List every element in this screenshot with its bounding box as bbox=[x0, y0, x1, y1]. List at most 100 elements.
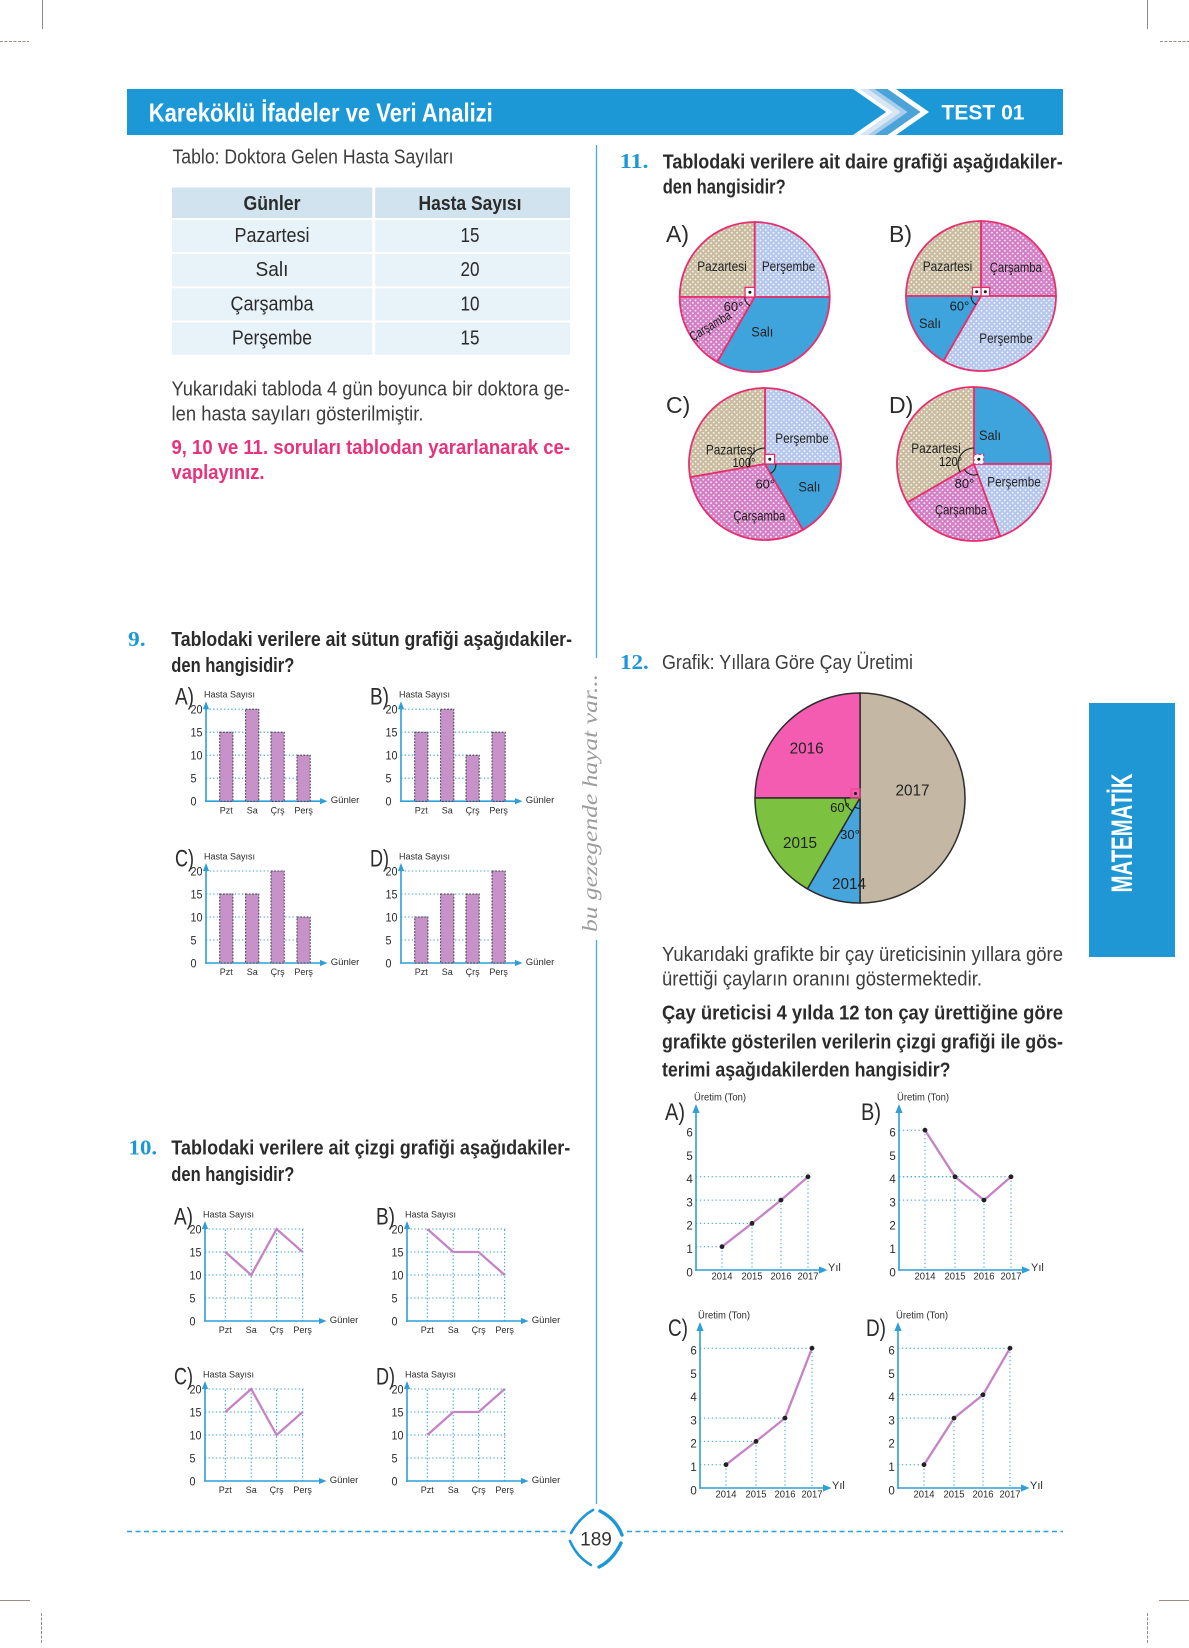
svg-text:Sa: Sa bbox=[448, 1485, 459, 1495]
svg-text:2015: 2015 bbox=[944, 1489, 965, 1500]
svg-text:2: 2 bbox=[889, 1221, 895, 1233]
svg-text:2017: 2017 bbox=[798, 1271, 819, 1282]
svg-text:bu gezegende hayat var...: bu gezegende hayat var... bbox=[578, 674, 602, 932]
svg-text:10: 10 bbox=[461, 293, 480, 315]
svg-text:Salı: Salı bbox=[751, 324, 773, 340]
svg-text:1: 1 bbox=[690, 1462, 696, 1474]
svg-text:Salı: Salı bbox=[798, 479, 820, 495]
svg-text:Pazartesi: Pazartesi bbox=[706, 441, 756, 457]
svg-text:2014: 2014 bbox=[832, 876, 866, 893]
svg-text:Tablo: Doktora Gelen Hasta Say: Tablo: Doktora Gelen Hasta Sayıları bbox=[173, 147, 454, 169]
svg-text:2: 2 bbox=[888, 1439, 894, 1451]
svg-text:15: 15 bbox=[191, 726, 203, 740]
svg-text:2015: 2015 bbox=[746, 1489, 767, 1500]
svg-text:Yukarıdaki tabloda 4 gün boyun: Yukarıdaki tabloda 4 gün boyunca bir dok… bbox=[172, 378, 571, 400]
svg-text:189: 189 bbox=[580, 1530, 612, 1551]
svg-text:Günler: Günler bbox=[331, 957, 360, 968]
svg-text:Pazartesi: Pazartesi bbox=[923, 258, 973, 274]
svg-text:10: 10 bbox=[190, 1428, 202, 1442]
svg-text:4: 4 bbox=[686, 1174, 693, 1186]
svg-text:0: 0 bbox=[191, 795, 197, 809]
svg-text:Günler: Günler bbox=[330, 1315, 359, 1326]
svg-text:2017: 2017 bbox=[802, 1489, 823, 1500]
svg-text:5: 5 bbox=[386, 772, 392, 786]
svg-text:0: 0 bbox=[888, 1485, 894, 1497]
svg-text:20: 20 bbox=[392, 1382, 404, 1396]
svg-text:Perş: Perş bbox=[294, 805, 313, 815]
svg-text:Perşembe: Perşembe bbox=[987, 474, 1041, 490]
svg-text:12.: 12. bbox=[620, 650, 649, 674]
svg-text:20: 20 bbox=[392, 1222, 404, 1236]
svg-text:Pzt: Pzt bbox=[220, 967, 234, 977]
svg-text:0: 0 bbox=[392, 1474, 398, 1488]
svg-text:0: 0 bbox=[690, 1485, 696, 1497]
svg-text:60°: 60° bbox=[755, 477, 775, 492]
svg-text:Hasta Sayısı: Hasta Sayısı bbox=[399, 852, 450, 862]
svg-text:9.: 9. bbox=[128, 627, 146, 651]
svg-text:Hasta Sayısı: Hasta Sayısı bbox=[419, 193, 522, 215]
svg-text:3: 3 bbox=[888, 1415, 894, 1427]
svg-text:0: 0 bbox=[190, 1474, 196, 1488]
svg-text:1: 1 bbox=[686, 1244, 692, 1256]
svg-text:20: 20 bbox=[386, 864, 398, 878]
svg-text:den hangisidir?: den hangisidir? bbox=[171, 1164, 294, 1186]
svg-text:Çrş: Çrş bbox=[270, 1325, 284, 1335]
svg-text:Çrş: Çrş bbox=[271, 967, 285, 977]
svg-text:Sa: Sa bbox=[247, 805, 258, 815]
svg-text:0: 0 bbox=[392, 1314, 398, 1328]
svg-text:15: 15 bbox=[191, 887, 203, 901]
svg-text:0: 0 bbox=[686, 1267, 692, 1279]
svg-text:20: 20 bbox=[190, 1222, 202, 1236]
svg-text:2014: 2014 bbox=[915, 1271, 936, 1282]
svg-text:60°: 60° bbox=[724, 299, 744, 314]
svg-text:5: 5 bbox=[392, 1291, 398, 1305]
svg-text:den hangisidir?: den hangisidir? bbox=[171, 655, 294, 677]
svg-text:Salı: Salı bbox=[256, 259, 289, 281]
svg-text:Tablodaki verilere ait daire g: Tablodaki verilere ait daire grafiği aşa… bbox=[663, 152, 1063, 174]
svg-text:D): D) bbox=[370, 846, 389, 873]
svg-text:B): B) bbox=[376, 1204, 395, 1231]
svg-text:100°: 100° bbox=[733, 455, 756, 470]
svg-text:C): C) bbox=[666, 392, 690, 418]
svg-text:Perş: Perş bbox=[495, 1485, 514, 1495]
svg-text:Salı: Salı bbox=[919, 315, 941, 331]
svg-text:Çrş: Çrş bbox=[472, 1325, 486, 1335]
svg-text:terimi aşağıdakilerden hangisi: terimi aşağıdakilerden hangisidir? bbox=[662, 1059, 951, 1081]
svg-text:5: 5 bbox=[686, 1151, 692, 1163]
svg-text:15: 15 bbox=[461, 328, 480, 350]
svg-text:Hasta Sayısı: Hasta Sayısı bbox=[203, 1370, 254, 1380]
svg-text:2014: 2014 bbox=[914, 1489, 935, 1500]
svg-text:Perşembe: Perşembe bbox=[762, 258, 816, 274]
svg-text:TEST 01: TEST 01 bbox=[942, 101, 1025, 125]
svg-text:15: 15 bbox=[190, 1245, 202, 1259]
svg-text:5: 5 bbox=[888, 1369, 894, 1381]
svg-text:A): A) bbox=[174, 1204, 193, 1231]
svg-text:Kareköklü İfadeler ve Veri Ana: Kareköklü İfadeler ve Veri Analizi bbox=[149, 98, 493, 128]
svg-text:1: 1 bbox=[888, 1462, 894, 1474]
svg-text:3: 3 bbox=[690, 1415, 696, 1427]
svg-text:Pazartesi: Pazartesi bbox=[697, 258, 747, 274]
svg-text:15: 15 bbox=[392, 1405, 404, 1419]
svg-text:Perş: Perş bbox=[489, 805, 508, 815]
svg-text:Pzt: Pzt bbox=[219, 1325, 233, 1335]
svg-text:Yıl: Yıl bbox=[1031, 1262, 1044, 1274]
svg-text:A): A) bbox=[665, 1099, 685, 1126]
svg-text:Günler: Günler bbox=[526, 795, 555, 806]
svg-text:20: 20 bbox=[190, 1382, 202, 1396]
svg-text:Pzt: Pzt bbox=[415, 805, 429, 815]
svg-text:Hasta Sayısı: Hasta Sayısı bbox=[203, 1210, 254, 1220]
svg-text:MATEMATİK: MATEMATİK bbox=[1106, 773, 1139, 892]
svg-text:Çrş: Çrş bbox=[472, 1485, 486, 1495]
svg-text:30°: 30° bbox=[840, 827, 860, 842]
svg-text:Günler: Günler bbox=[532, 1475, 561, 1486]
svg-text:C): C) bbox=[175, 846, 194, 873]
svg-text:Sa: Sa bbox=[442, 805, 453, 815]
svg-text:10: 10 bbox=[386, 910, 398, 924]
svg-text:Çarşamba: Çarşamba bbox=[935, 501, 987, 517]
svg-text:2015: 2015 bbox=[945, 1271, 966, 1282]
svg-text:Perşembe: Perşembe bbox=[775, 430, 829, 446]
svg-text:Pzt: Pzt bbox=[415, 967, 429, 977]
svg-text:Sa: Sa bbox=[442, 967, 453, 977]
svg-text:2014: 2014 bbox=[712, 1271, 733, 1282]
svg-text:20: 20 bbox=[461, 259, 480, 281]
